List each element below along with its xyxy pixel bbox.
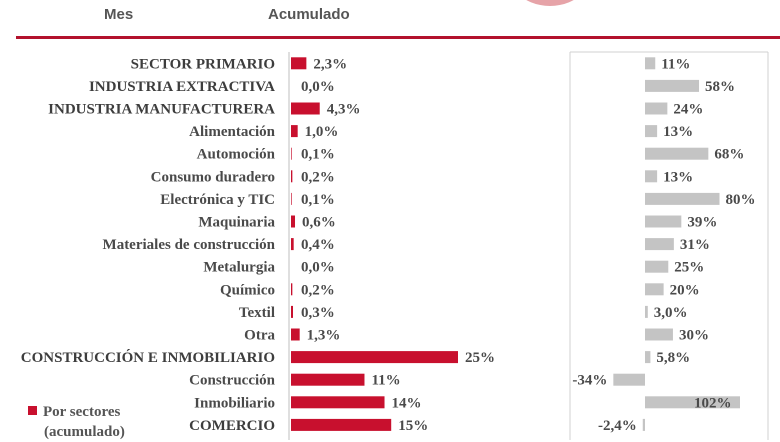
category-label: Metalurgia xyxy=(203,260,275,276)
left-bar xyxy=(291,102,320,115)
category-label: Textil xyxy=(239,305,275,321)
left-bar xyxy=(291,147,292,160)
category-label: Alimentación xyxy=(189,124,275,140)
right-bar-value-label: 102% xyxy=(694,395,732,411)
left-bar xyxy=(291,238,294,251)
right-bar-value-label: 31% xyxy=(680,237,710,253)
left-bar-value-label: 25% xyxy=(465,350,495,366)
right-bar-value-label: 30% xyxy=(679,328,709,344)
left-bar-value-label: 0,2% xyxy=(301,282,335,298)
decorative-circle xyxy=(500,0,600,6)
right-bar xyxy=(645,396,740,409)
right-bar xyxy=(645,147,709,160)
header-rule xyxy=(16,36,780,39)
left-bar xyxy=(291,192,292,205)
right-bar xyxy=(645,125,658,138)
right-bar-value-label: 80% xyxy=(726,192,756,208)
header-acumulado: Acumulado xyxy=(268,6,350,23)
left-bar-value-label: 2,3% xyxy=(313,56,347,72)
right-bar-value-label: 58% xyxy=(705,79,735,95)
category-label: Electrónica y TIC xyxy=(160,192,275,208)
right-bar-value-label: 24% xyxy=(673,102,703,118)
category-label: Materiales de construcción xyxy=(103,237,276,253)
right-bar-value-label: 13% xyxy=(663,169,693,185)
right-bar-value-label: 11% xyxy=(661,56,690,72)
left-bar-value-label: 15% xyxy=(398,418,428,434)
right-bar xyxy=(645,260,669,273)
right-bar xyxy=(645,328,673,341)
category-label: Maquinaria xyxy=(198,215,275,231)
right-bar-value-label: 25% xyxy=(674,260,704,276)
category-label: CONSTRUCCIÓN E INMOBILIARIO xyxy=(21,349,275,366)
left-bar xyxy=(291,215,296,228)
header-mes: Mes xyxy=(104,6,134,23)
category-label: Consumo duradero xyxy=(151,169,275,185)
right-bar xyxy=(645,170,658,183)
right-bar-value-label: 68% xyxy=(714,147,744,163)
legend-label-line1: Por sectores xyxy=(43,404,121,420)
left-bar-value-label: 0,1% xyxy=(301,147,335,163)
right-bar xyxy=(645,305,648,318)
category-label: INDUSTRIA EXTRACTIVA xyxy=(89,79,275,95)
right-bar xyxy=(645,192,720,205)
legend: Por sectores (acumulado) xyxy=(28,402,125,442)
left-bar-value-label: 0,1% xyxy=(301,192,335,208)
left-bar xyxy=(291,57,307,70)
left-bar-value-label: 0,0% xyxy=(301,79,335,95)
left-bar-value-label: 1,3% xyxy=(307,328,341,344)
right-bar xyxy=(645,79,700,92)
left-bar xyxy=(291,351,458,364)
left-bar xyxy=(291,170,293,183)
right-bar xyxy=(645,215,682,228)
category-label: Construcción xyxy=(189,373,275,389)
left-bar-value-label: 0,2% xyxy=(301,169,335,185)
right-bar xyxy=(642,418,645,431)
left-bar xyxy=(291,396,385,409)
left-bar-value-label: 1,0% xyxy=(305,124,339,140)
left-bar xyxy=(291,305,294,318)
right-bar xyxy=(645,351,651,364)
left-bar-value-label: 0,0% xyxy=(301,260,335,276)
category-label: SECTOR PRIMARIO xyxy=(131,56,275,72)
category-label: Otra xyxy=(244,328,275,344)
legend-swatch xyxy=(28,406,37,415)
right-bar-value-label: 5,8% xyxy=(656,350,690,366)
legend-label-line2: (acumulado) xyxy=(44,424,125,440)
left-bar xyxy=(291,418,392,431)
category-label: COMERCIO xyxy=(189,418,275,434)
right-bar xyxy=(645,283,664,296)
right-bar-value-label: 3,0% xyxy=(654,305,688,321)
right-bar xyxy=(645,102,668,115)
right-bar-value-label: 13% xyxy=(663,124,693,140)
category-label: Químico xyxy=(220,282,275,298)
left-bar-value-label: 0,3% xyxy=(301,305,335,321)
right-bar-value-label: 20% xyxy=(670,282,700,298)
right-bar xyxy=(645,57,656,70)
left-bar xyxy=(291,373,365,386)
left-bar xyxy=(291,283,293,296)
left-bar xyxy=(291,328,300,341)
right-bar-value-label: -2,4% xyxy=(598,418,637,434)
left-bar xyxy=(291,125,298,138)
category-label: Automoción xyxy=(197,147,276,163)
right-bar xyxy=(613,373,645,386)
left-bar-value-label: 0,4% xyxy=(301,237,335,253)
category-label: Inmobiliario xyxy=(194,395,275,411)
right-bar-value-label: 39% xyxy=(687,215,717,231)
left-bar-value-label: 14% xyxy=(392,395,422,411)
right-bar-value-label: -34% xyxy=(572,373,607,389)
right-bar xyxy=(645,238,674,251)
category-label: INDUSTRIA MANUFACTURERA xyxy=(48,102,275,118)
left-bar-value-label: 11% xyxy=(371,373,400,389)
left-bar-value-label: 4,3% xyxy=(327,102,361,118)
left-bar-value-label: 0,6% xyxy=(302,215,336,231)
